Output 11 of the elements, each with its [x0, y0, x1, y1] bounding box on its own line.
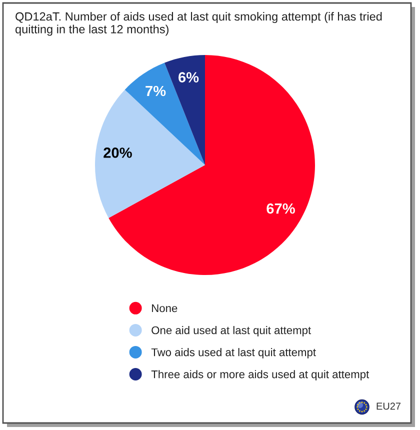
legend-label: None [152, 304, 178, 312]
text: EU27 [376, 402, 401, 410]
data-label: 6% [178, 72, 199, 82]
legend-label: Three aids or more aids used at quit attempt [151, 370, 370, 380]
legend-label: Two aids used at last quit attempt [151, 348, 316, 358]
pie-slice [164, 55, 205, 165]
legend-label: One aid used at last quit attempt [152, 326, 311, 336]
data-label: 7% [146, 86, 166, 96]
data-label: 20% [104, 148, 132, 158]
chart-title: QD12aT. Number of aids used at last quit smoking attempt (if has tried quitting in the last 12 months) [15, 12, 382, 36]
data-label: 67% [266, 203, 295, 214]
